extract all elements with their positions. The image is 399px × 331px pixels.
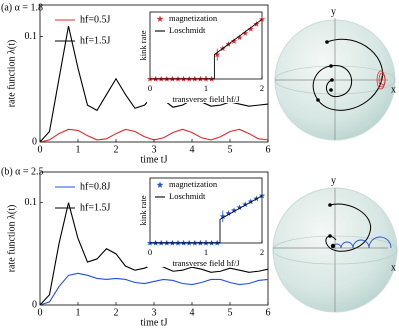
inset: 0 1 2 transverse field hf/J kink rate magneti… <box>138 174 267 268</box>
star-marker <box>242 30 249 36</box>
x-tick-label: 1 <box>204 83 208 93</box>
y-axis-label: rate function λ(t) <box>6 205 17 273</box>
star-marker <box>230 38 238 44</box>
x-axis-label: transverse field hf/J <box>172 258 240 268</box>
x-tick-label: 0 <box>148 83 152 93</box>
x-tick-label: 5 <box>228 144 233 155</box>
x-tick-label: 0 <box>38 144 43 155</box>
star-marker <box>214 51 221 58</box>
trajectory <box>312 38 383 111</box>
sphere-a: x y <box>274 6 396 141</box>
trajectory-dots <box>328 203 336 249</box>
y-axis-label: rate function λ(t) <box>6 40 17 108</box>
x-tick-label: 3 <box>152 307 157 318</box>
star-marker <box>236 204 243 211</box>
x-tick-label: 1 <box>76 144 81 155</box>
x-tick-label: 2 <box>114 144 119 155</box>
star-marker <box>247 25 254 32</box>
legend-label: magnetization <box>169 13 218 23</box>
y-tick-label: 0 <box>32 299 37 310</box>
inset-background <box>147 174 267 267</box>
y-tick-label: 0.1 <box>25 31 38 42</box>
x-axis-label: time tJ <box>141 154 168 165</box>
series-line <box>150 18 263 80</box>
legend-marker <box>156 15 164 22</box>
sphere-y-label: y <box>331 175 336 186</box>
star-marker <box>258 192 266 199</box>
x-tick-label: 2 <box>260 247 264 257</box>
x-tick-label: 2 <box>260 83 264 93</box>
trajectory-arcs <box>332 236 392 249</box>
y-tick-label: 0.1 <box>25 197 38 208</box>
trajectory <box>325 203 372 252</box>
star-marker <box>230 207 238 214</box>
y-axis-label: kink rate <box>138 195 148 225</box>
sphere-y-label: y <box>331 6 336 17</box>
star-marker <box>225 210 232 217</box>
sphere-b: x y <box>272 175 398 313</box>
sphere-x-label: x <box>391 262 396 273</box>
star-marker <box>242 201 249 208</box>
legend-label: Loschmidt <box>169 25 206 35</box>
x-tick-label: 6 <box>266 307 271 318</box>
star-marker <box>258 16 266 22</box>
panel: (b) α = 2.5 0 1 2 3 4 5 6 0 0.1 time tJ rate functi… <box>1 166 271 328</box>
star-marker <box>219 213 226 219</box>
panel-title: (a) α = 1.8 <box>1 2 43 13</box>
x-axis-label: time tJ <box>141 317 168 328</box>
x-tick-label: 5 <box>228 307 233 318</box>
x-tick-label: 4 <box>190 307 195 318</box>
x-tick-label: 3 <box>152 144 157 155</box>
panel-title: (b) α = 2.5 <box>1 166 44 177</box>
series-line <box>39 128 269 143</box>
x-axis-label: transverse field hf/J <box>172 94 240 104</box>
x-tick-label: 2 <box>114 307 119 318</box>
series-line <box>39 272 269 306</box>
legend-label: hf=0.8J <box>80 181 110 192</box>
legend-label: hf=1.5J <box>80 202 110 213</box>
x-tick-label: 1 <box>76 307 81 318</box>
legend-label: Loschmidt <box>169 191 206 201</box>
star-marker <box>247 198 254 205</box>
y-tick-label: 0 <box>32 136 37 147</box>
series-line <box>150 195 263 244</box>
x-tick-label: 1 <box>204 247 208 257</box>
legend-marker <box>156 181 164 188</box>
star-marker <box>236 34 243 41</box>
trajectory-loops <box>376 70 386 90</box>
x-tick-label: 6 <box>266 144 271 155</box>
legend-label: magnetization <box>169 179 218 189</box>
legend-label: hf=0.5J <box>80 14 110 25</box>
legend-label: hf=1.5J <box>80 35 110 46</box>
x-tick-label: 0 <box>148 247 152 257</box>
x-tick-label: 4 <box>190 144 195 155</box>
sphere-x-label: x <box>391 84 396 95</box>
inset: 0 1 2 transverse field hf/J kink rate magneti… <box>138 8 267 104</box>
y-axis-label: kink rate <box>138 30 148 60</box>
inset-background <box>147 8 267 103</box>
x-tick-label: 0 <box>38 307 43 318</box>
trajectory-dots <box>316 40 334 102</box>
